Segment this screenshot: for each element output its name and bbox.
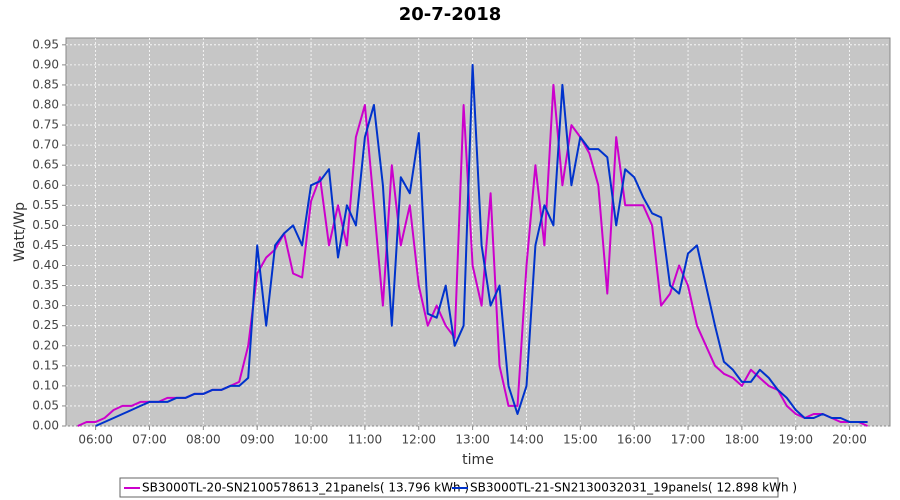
y-tick-label: 0.40 bbox=[32, 258, 59, 272]
x-tick-label: 20:00 bbox=[832, 433, 867, 447]
y-tick-label: 0.20 bbox=[32, 338, 59, 352]
x-tick-label: 17:00 bbox=[671, 433, 706, 447]
y-tick-label: 0.65 bbox=[32, 158, 59, 172]
legend-box bbox=[119, 477, 779, 498]
y-tick-label: 0.80 bbox=[32, 98, 59, 112]
y-tick-label: 0.90 bbox=[32, 57, 59, 71]
x-tick-label: 09:00 bbox=[240, 433, 275, 447]
x-tick-label: 10:00 bbox=[294, 433, 329, 447]
x-tick-label: 07:00 bbox=[132, 433, 167, 447]
y-tick-label: 0.45 bbox=[32, 238, 59, 252]
x-tick-label: 15:00 bbox=[563, 433, 598, 447]
chart-title: 20-7-2018 bbox=[399, 4, 502, 25]
x-tick-label: 08:00 bbox=[186, 433, 221, 447]
x-tick-label: 12:00 bbox=[401, 433, 436, 447]
x-tick-label: 18:00 bbox=[725, 433, 760, 447]
x-axis-label: time bbox=[462, 452, 494, 468]
x-tick-label: 16:00 bbox=[617, 433, 652, 447]
y-tick-label: 0.95 bbox=[32, 37, 59, 51]
y-axis-label: Watt/Wp bbox=[12, 202, 28, 262]
y-tick-label: 0.10 bbox=[32, 378, 59, 392]
plot-area bbox=[65, 37, 891, 427]
x-tick-label: 06:00 bbox=[78, 433, 113, 447]
y-tick-label: 0.50 bbox=[32, 218, 59, 232]
y-tick-label: 0.05 bbox=[32, 398, 59, 412]
legend-label: SB3000TL-21-SN2130032031_19panels( 12.89… bbox=[470, 481, 797, 495]
legend-label: SB3000TL-20-SN2100578613_21panels( 13.79… bbox=[142, 481, 469, 495]
x-tick-label: 11:00 bbox=[348, 433, 383, 447]
y-tick-label: 0.25 bbox=[32, 318, 59, 332]
y-tick-label: 0.60 bbox=[32, 178, 59, 192]
y-tick-label: 0.00 bbox=[32, 419, 59, 433]
x-tick-label: 14:00 bbox=[509, 433, 544, 447]
y-tick-label: 0.70 bbox=[32, 138, 59, 152]
y-tick-label: 0.15 bbox=[32, 358, 59, 372]
y-tick-label: 0.30 bbox=[32, 298, 59, 312]
x-tick-label: 19:00 bbox=[778, 433, 813, 447]
y-tick-label: 0.35 bbox=[32, 278, 59, 292]
y-tick-label: 0.75 bbox=[32, 118, 59, 132]
series-line bbox=[95, 63, 868, 427]
y-tick-label: 0.85 bbox=[32, 77, 59, 91]
y-tick-label: 0.55 bbox=[32, 198, 59, 212]
x-tick-label: 13:00 bbox=[455, 433, 490, 447]
